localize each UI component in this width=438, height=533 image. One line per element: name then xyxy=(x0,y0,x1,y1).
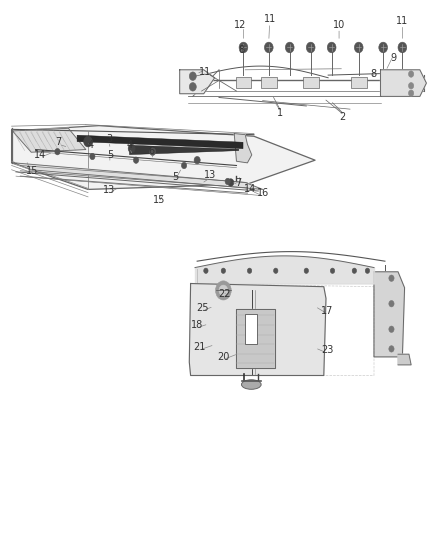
Circle shape xyxy=(389,275,394,281)
Bar xyxy=(261,77,277,88)
Text: 10: 10 xyxy=(333,20,345,30)
Polygon shape xyxy=(77,135,243,149)
Text: 15: 15 xyxy=(26,166,38,176)
Circle shape xyxy=(365,268,370,273)
Circle shape xyxy=(204,268,208,273)
Circle shape xyxy=(215,281,231,300)
Text: 9: 9 xyxy=(391,53,397,63)
Text: 22: 22 xyxy=(218,289,230,299)
Circle shape xyxy=(225,178,230,184)
Text: 14: 14 xyxy=(244,184,257,194)
Circle shape xyxy=(219,285,228,296)
Polygon shape xyxy=(12,126,315,189)
Text: 7: 7 xyxy=(236,177,242,188)
Text: 6: 6 xyxy=(148,146,154,156)
Circle shape xyxy=(265,42,273,53)
Circle shape xyxy=(189,83,196,91)
Circle shape xyxy=(389,346,394,352)
Text: 15: 15 xyxy=(152,195,165,205)
Circle shape xyxy=(352,268,357,273)
Circle shape xyxy=(274,268,278,273)
Circle shape xyxy=(286,42,294,53)
Text: 23: 23 xyxy=(321,345,333,356)
Polygon shape xyxy=(130,146,239,155)
Text: 12: 12 xyxy=(234,20,246,30)
Polygon shape xyxy=(398,354,411,365)
Ellipse shape xyxy=(241,379,261,389)
Circle shape xyxy=(150,148,155,156)
Bar xyxy=(351,77,367,88)
Bar xyxy=(236,77,251,88)
Circle shape xyxy=(90,154,95,160)
Text: 25: 25 xyxy=(196,303,208,313)
Text: 11: 11 xyxy=(264,14,276,25)
Circle shape xyxy=(194,157,200,164)
Circle shape xyxy=(304,268,308,273)
Text: 21: 21 xyxy=(193,342,205,352)
Polygon shape xyxy=(180,70,215,94)
Text: 4: 4 xyxy=(127,140,133,150)
Circle shape xyxy=(409,71,414,77)
Circle shape xyxy=(354,42,363,53)
Polygon shape xyxy=(189,284,326,375)
Circle shape xyxy=(398,42,407,53)
Circle shape xyxy=(128,144,135,153)
Polygon shape xyxy=(236,309,275,368)
Circle shape xyxy=(409,83,414,89)
Circle shape xyxy=(228,179,234,186)
Circle shape xyxy=(389,301,394,307)
Text: 8: 8 xyxy=(239,45,245,55)
Text: 7: 7 xyxy=(56,136,62,147)
Circle shape xyxy=(389,326,394,333)
Circle shape xyxy=(330,268,335,273)
Polygon shape xyxy=(14,163,263,189)
Circle shape xyxy=(379,42,388,53)
Text: 16: 16 xyxy=(257,188,269,198)
Text: 8: 8 xyxy=(370,69,376,79)
Polygon shape xyxy=(12,128,86,152)
Text: 13: 13 xyxy=(204,170,216,180)
Text: 20: 20 xyxy=(217,352,230,362)
Text: 14: 14 xyxy=(34,150,46,160)
Bar xyxy=(245,314,258,344)
Circle shape xyxy=(189,72,196,80)
Polygon shape xyxy=(374,272,405,357)
Text: 11: 11 xyxy=(199,68,211,77)
Circle shape xyxy=(134,157,139,164)
Bar xyxy=(303,77,318,88)
Text: 17: 17 xyxy=(321,306,333,316)
Circle shape xyxy=(181,163,187,168)
Circle shape xyxy=(247,268,252,273)
Text: 11: 11 xyxy=(396,16,409,26)
Text: 3: 3 xyxy=(106,134,112,144)
Text: 2: 2 xyxy=(339,111,345,122)
Circle shape xyxy=(239,42,248,53)
Polygon shape xyxy=(234,134,252,163)
Circle shape xyxy=(409,90,414,96)
Text: 1: 1 xyxy=(277,108,283,118)
Text: 13: 13 xyxy=(103,185,115,195)
Circle shape xyxy=(55,149,60,155)
Text: 4: 4 xyxy=(87,140,93,150)
Circle shape xyxy=(84,136,92,147)
Circle shape xyxy=(327,42,336,53)
Text: 5: 5 xyxy=(107,150,113,160)
Circle shape xyxy=(306,42,315,53)
Polygon shape xyxy=(381,70,426,96)
Text: 5: 5 xyxy=(172,172,178,182)
Text: 18: 18 xyxy=(191,320,203,330)
Circle shape xyxy=(221,268,226,273)
